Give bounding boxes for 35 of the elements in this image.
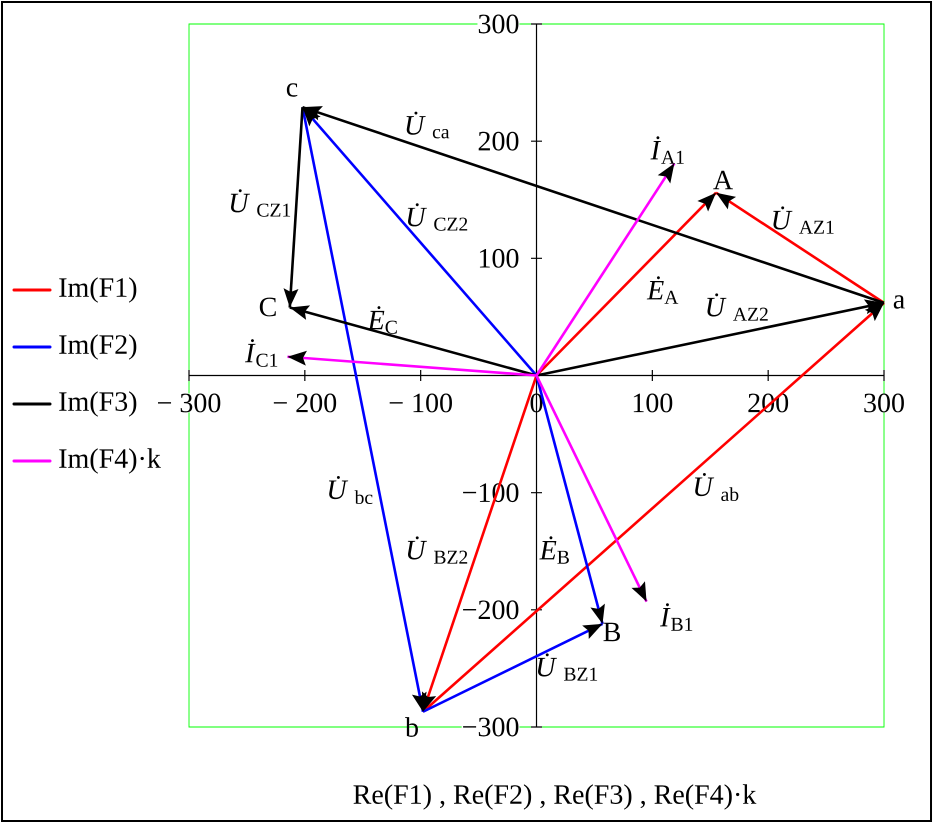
annotation: U̇$_{CZ1}$ xyxy=(230,189,290,217)
y-tick-label: 100 xyxy=(480,248,518,268)
annotation: U̇$_{bc}$ xyxy=(329,476,372,504)
annotation: U̇$_{ab}$ xyxy=(695,472,738,502)
annotation: İ$_{A1}$ xyxy=(650,136,684,164)
annotation: c xyxy=(286,83,298,97)
y-tick-label: −200 xyxy=(463,600,518,620)
annotation: U̇$_{AZ2}$ xyxy=(707,293,768,321)
annotation: Ė$_{B}$ xyxy=(539,536,569,564)
legend-label: Im(F4)·k xyxy=(59,448,161,474)
annotation: U̇$_{ca}$ xyxy=(406,112,450,138)
annotation: Ė$_{C}$ xyxy=(367,306,397,334)
y-tick-label: 200 xyxy=(478,132,518,151)
annotation: İ$_{B1}$ xyxy=(660,603,692,631)
text: a xyxy=(894,295,905,309)
annotation: Ė$_{A}$ xyxy=(646,276,678,304)
x-tick-label: − 200 xyxy=(274,394,336,412)
annotation: U̇$_{CZ2}$ xyxy=(408,203,468,231)
annotation: B xyxy=(603,622,620,642)
x-axis-title: Re(F1) , Re(F2) , Re(F3) , Re(F4)·k xyxy=(353,784,756,810)
annotation: C xyxy=(260,298,276,316)
x-tick-label: − 300 xyxy=(158,394,220,412)
x-tick-label: − 100 xyxy=(390,394,452,412)
annotation: U̇$_{BZ2}$ xyxy=(408,536,468,564)
legend-label: Im(F2) xyxy=(59,334,136,360)
annotation: U̇$_{BZ1}$ xyxy=(538,653,598,681)
annotation: U̇$_{AZ1}$ xyxy=(773,206,834,234)
annotation: A xyxy=(713,170,733,190)
y-tick-label: −300 xyxy=(463,718,518,736)
y-tick-label: 300 xyxy=(478,14,518,34)
annotation: İ$_{C1}$ xyxy=(245,339,278,367)
x-tick-label: 100 xyxy=(634,394,672,412)
x-tick-label: 300 xyxy=(864,394,904,412)
legend-label: Im(F3) xyxy=(59,391,136,417)
legend-label: Im(F1) xyxy=(59,277,136,303)
